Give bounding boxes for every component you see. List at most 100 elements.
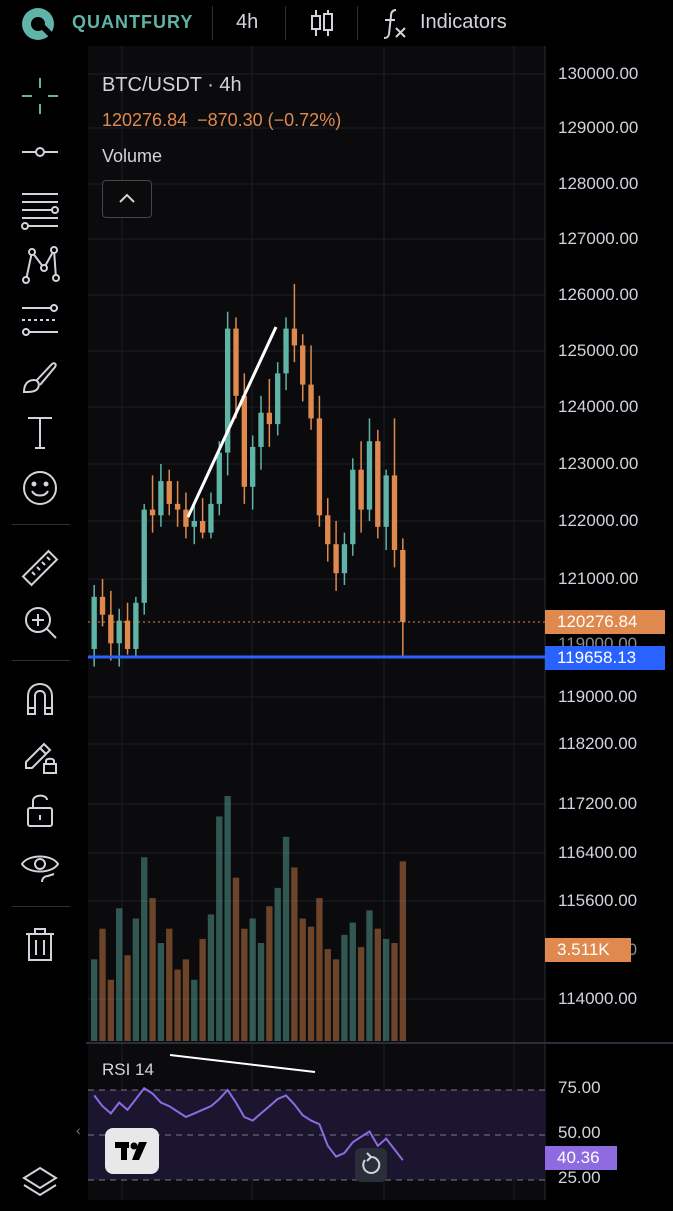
candle-body	[133, 602, 139, 649]
chart-type-candles-icon[interactable]	[308, 8, 336, 38]
candle-body	[366, 441, 373, 510]
rsi-trend-drawing	[169, 1054, 316, 1073]
candle-body	[241, 395, 247, 487]
price-axis-label: 122000.00	[558, 511, 639, 530]
tradingview-logo[interactable]	[105, 1128, 159, 1174]
candle-body	[308, 384, 314, 419]
volume-bar	[174, 969, 181, 1041]
indicators-button[interactable]: Indicators	[420, 11, 507, 33]
chevron-up-icon	[119, 193, 135, 203]
candle-body	[266, 412, 273, 425]
volume-bar	[391, 943, 398, 1041]
layers-icon[interactable]	[18, 1162, 62, 1206]
rsi-axis-label: 75.00	[558, 1078, 601, 1097]
trend-line-drawing	[186, 326, 278, 518]
price-axis-label: 117200.00	[558, 794, 638, 813]
text-icon[interactable]	[18, 410, 62, 454]
candle-body	[358, 469, 364, 510]
candle-body	[116, 620, 122, 644]
rsi-axis-label: 25.00	[558, 1168, 601, 1187]
drawing-toolbar	[0, 46, 86, 1200]
volume-bar	[132, 918, 140, 1041]
volume-bar	[149, 898, 156, 1041]
fx-icon[interactable]	[380, 6, 408, 40]
candle-body	[91, 596, 97, 649]
volume-bar	[107, 979, 115, 1041]
eye-icon[interactable]	[18, 844, 62, 888]
volume-bar	[232, 877, 240, 1041]
toolbar-separator	[285, 6, 286, 40]
candle-body	[158, 481, 164, 516]
price-axis-label: 118200.00	[558, 734, 638, 753]
rsi-badge: 40.36	[545, 1146, 617, 1170]
toolbar-separator	[12, 660, 70, 661]
volume-bar	[357, 947, 365, 1041]
volume-bar	[249, 918, 256, 1041]
price-axis-label: 119000.00	[558, 687, 638, 706]
candle-body	[250, 446, 256, 487]
volume-bar	[341, 934, 348, 1041]
volume-bar	[116, 908, 123, 1041]
plot-background	[88, 46, 545, 1200]
refresh-icon	[362, 1152, 381, 1174]
candle-body	[216, 452, 222, 504]
line-price-badge: 119658.13	[545, 646, 665, 670]
fib-retracement-icon[interactable]	[18, 186, 62, 230]
candle-body	[283, 328, 289, 374]
volume-bar	[382, 938, 390, 1041]
volume-bar	[266, 906, 273, 1041]
lock-drawing-icon[interactable]	[18, 732, 62, 776]
brush-icon[interactable]	[18, 354, 62, 398]
candle-body	[149, 509, 156, 516]
candle-body	[99, 596, 106, 615]
price-axis-label: 121000.00	[558, 569, 639, 588]
price-axis-label: 129000.00	[558, 118, 639, 137]
volume-bar	[99, 928, 106, 1041]
pattern-icon[interactable]	[18, 242, 62, 286]
volume-bar	[157, 943, 165, 1041]
crosshair-icon[interactable]	[18, 74, 62, 118]
candle-body	[391, 475, 398, 550]
price-axis-label: 126000.00	[558, 285, 639, 304]
volume-bar	[224, 796, 231, 1041]
top-toolbar: QUANTFURY 4h Indicators	[0, 0, 673, 46]
price-axis-label: 116400.00	[558, 843, 638, 862]
reset-chart-button[interactable]	[355, 1148, 387, 1182]
unlock-icon[interactable]	[18, 788, 62, 832]
rsi-label[interactable]: RSI 14	[102, 1060, 154, 1079]
last-price-badge: 120276.84	[545, 610, 665, 634]
price-axis-label: 123000.00	[558, 454, 639, 473]
emoji-icon[interactable]	[18, 466, 62, 510]
collapse-legend-button[interactable]	[102, 180, 152, 218]
candle-body	[275, 373, 281, 425]
volume-bar	[299, 918, 306, 1041]
trend-line-icon[interactable]	[18, 130, 62, 174]
prediction-icon[interactable]	[18, 298, 62, 342]
candle-body	[325, 515, 331, 545]
price-axis-label: 115600.00	[558, 891, 638, 910]
volume-bar	[166, 928, 173, 1041]
volume-label[interactable]: Volume	[102, 146, 163, 166]
ruler-icon[interactable]	[18, 546, 62, 590]
volume-bar	[316, 898, 323, 1041]
candle-body	[224, 328, 231, 453]
rsi-axis-label: 50.00	[558, 1123, 601, 1142]
volume-bar	[374, 928, 381, 1041]
candle-body	[199, 521, 206, 533]
interval-selector[interactable]: 4h	[236, 11, 259, 33]
candle-body	[174, 503, 181, 510]
symbol-title[interactable]: BTC/USDT · 4h	[102, 74, 242, 96]
quantfury-logo	[22, 8, 54, 40]
candle-body	[350, 469, 356, 545]
toolbar-separator	[12, 906, 70, 907]
trash-icon[interactable]	[18, 922, 62, 966]
candle-body	[124, 620, 131, 649]
toolbar-separator	[212, 6, 213, 40]
chevron-left-icon[interactable]: ‹	[76, 1122, 81, 1138]
toolbar-separator	[12, 524, 70, 525]
candle-body	[400, 550, 406, 622]
magnet-icon[interactable]	[18, 676, 62, 720]
zoom-in-icon[interactable]	[18, 600, 62, 644]
volume-bar	[199, 938, 206, 1041]
